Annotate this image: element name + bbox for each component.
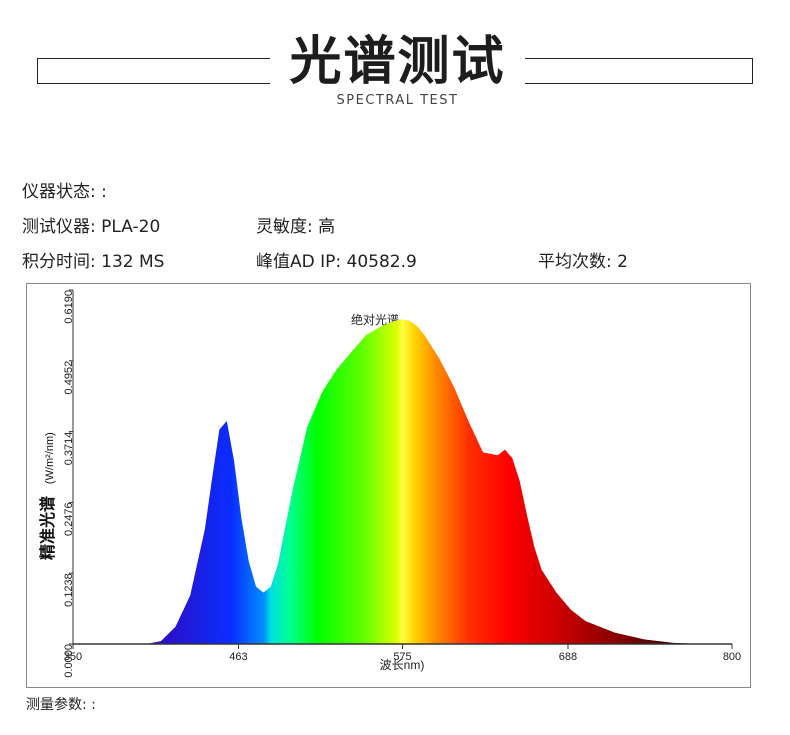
- y-tick-label: 0.6190: [63, 290, 75, 324]
- instrument-status: 仪器状态: :: [22, 182, 107, 202]
- spectrum-area: [73, 319, 732, 644]
- x-tick-label: 800: [723, 651, 741, 663]
- y-tick-label: 0.0000: [63, 644, 75, 678]
- y-tick-label: 0.1238: [63, 573, 75, 607]
- y-axis-label: 精准光谱 (W/m²/nm): [38, 432, 57, 560]
- x-axis-label: 波长nm): [380, 658, 425, 672]
- page-title: 光谱测试: [270, 30, 525, 94]
- y-tick-label: 0.3714: [63, 432, 75, 466]
- chart-title: 绝对光谱: [351, 312, 399, 327]
- y-tick-label: 0.4952: [63, 361, 75, 395]
- average-count: 平均次数: 2: [538, 252, 628, 272]
- y-tick-label: 0.2476: [63, 502, 75, 536]
- chart-frame: [26, 283, 751, 688]
- x-tick-label: 575: [393, 651, 411, 663]
- page-subtitle: SPECTRAL TEST: [336, 93, 459, 108]
- header-rule-right: [518, 58, 753, 84]
- x-tick-label: 463: [229, 651, 247, 663]
- y-axis-label-unit: (W/m²/nm): [44, 432, 56, 484]
- x-tick-label: 688: [559, 651, 577, 663]
- measure-params: 测量参数: :: [26, 697, 96, 713]
- sensitivity: 灵敏度: 高: [256, 217, 336, 237]
- y-axis-label-main: 精准光谱: [38, 496, 57, 560]
- peak-ad: 峰值AD IP: 40582.9: [256, 252, 417, 272]
- header-rule-left: [37, 58, 277, 84]
- x-tick-label: 350: [64, 651, 82, 663]
- integration-time: 积分时间: 132 MS: [22, 252, 165, 272]
- instrument-model: 测试仪器: PLA-20: [22, 217, 161, 237]
